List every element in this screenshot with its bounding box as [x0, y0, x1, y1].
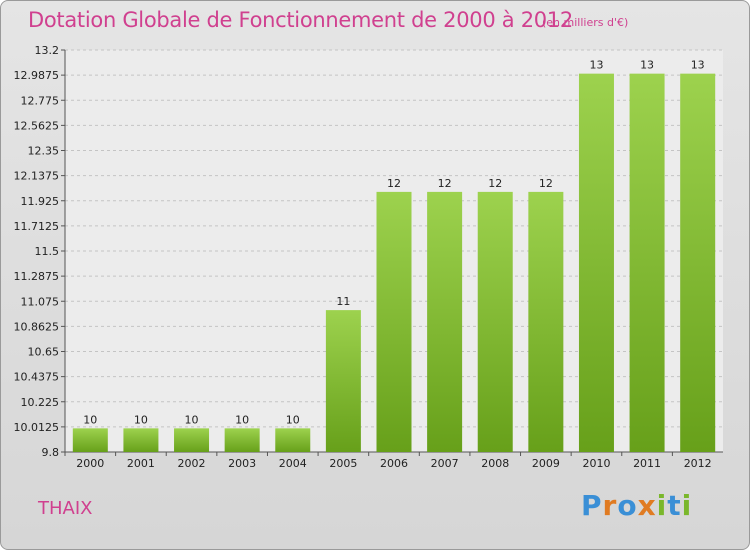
bar-2012	[680, 73, 716, 452]
data-label-2009: 12	[539, 177, 553, 190]
data-label-2006: 12	[387, 177, 401, 190]
x-tick-label: 2004	[279, 457, 307, 470]
y-tick-label: 12.1375	[14, 170, 60, 183]
proxiti-logo: Proxiti	[581, 489, 692, 522]
y-tick-label: 10.0125	[14, 421, 60, 434]
y-tick-label: 12.9875	[14, 69, 60, 82]
data-label-2012: 13	[691, 59, 705, 72]
x-tick-label: 2010	[582, 457, 610, 470]
x-tick-label: 2000	[76, 457, 104, 470]
x-tick-label: 2007	[431, 457, 459, 470]
bar-2001	[123, 428, 159, 452]
x-tick-label: 2002	[178, 457, 206, 470]
data-label-2005: 11	[336, 295, 350, 308]
x-tick-label: 2006	[380, 457, 408, 470]
y-tick-label: 10.8625	[14, 320, 60, 333]
data-label-2001: 10	[134, 413, 148, 426]
x-tick-label: 2008	[481, 457, 509, 470]
axes: 9.8 10.0125 10.225 10.4375 10.65 10.8625 11.07…	[14, 44, 723, 470]
data-label-2000: 10	[83, 413, 97, 426]
y-tick-label: 10.4375	[14, 371, 60, 384]
y-tick-label: 11.5	[35, 245, 60, 258]
data-label-2008: 12	[488, 177, 502, 190]
bar-2004	[275, 428, 311, 452]
bar-2007	[427, 191, 463, 452]
logo-letter: x	[637, 489, 657, 522]
bar-2011	[629, 73, 665, 452]
y-tick-label: 10.225	[21, 396, 60, 409]
data-label-2004: 10	[286, 413, 300, 426]
y-tick-label: 11.925	[21, 195, 60, 208]
data-labels: 10 10 10 10 10 11 12 12 12 12 13 13 13	[83, 59, 704, 427]
data-label-2002: 10	[185, 413, 199, 426]
bar-2010	[578, 73, 614, 452]
bar-2005	[325, 310, 361, 452]
chart-unit: (en milliers d'€)	[542, 16, 629, 29]
bar-2000	[72, 428, 108, 452]
x-tick-label: 2005	[329, 457, 357, 470]
y-tick-label: 12.775	[21, 94, 60, 107]
y-tick-label: 12.5625	[14, 119, 60, 132]
data-label-2011: 13	[640, 59, 654, 72]
chart-title: Dotation Globale de Fonctionnement de 20…	[28, 8, 573, 32]
y-tick-label: 11.7125	[14, 220, 60, 233]
bar-2002	[174, 428, 210, 452]
logo-letter: i	[656, 489, 668, 522]
logo-letter: r	[602, 489, 618, 522]
bar-2006	[376, 191, 412, 452]
y-tick-label: 11.075	[21, 295, 60, 308]
commune-name: THAIX	[38, 498, 93, 519]
y-tick-label: 9.8	[42, 446, 60, 459]
data-label-2007: 12	[438, 177, 452, 190]
bar-2008	[477, 191, 513, 452]
data-label-2003: 10	[235, 413, 249, 426]
bar-2009	[528, 191, 564, 452]
x-tick-label: 2001	[127, 457, 155, 470]
logo-letter: P	[581, 489, 603, 522]
x-tick-label: 2009	[532, 457, 560, 470]
bar-2003	[224, 428, 260, 452]
data-label-2010: 13	[589, 59, 603, 72]
logo-letter: i	[681, 489, 693, 522]
y-tick-label: 12.35	[28, 145, 60, 158]
bars	[72, 73, 716, 452]
y-tick-label: 13.2	[35, 44, 60, 57]
x-tick-label: 2011	[633, 457, 661, 470]
logo-letter: t	[667, 489, 682, 522]
logo-letter: o	[617, 489, 638, 522]
y-tick-label: 11.2875	[14, 270, 60, 283]
x-tick-label: 2012	[684, 457, 712, 470]
x-tick-label: 2003	[228, 457, 256, 470]
y-tick-label: 10.65	[28, 346, 60, 359]
